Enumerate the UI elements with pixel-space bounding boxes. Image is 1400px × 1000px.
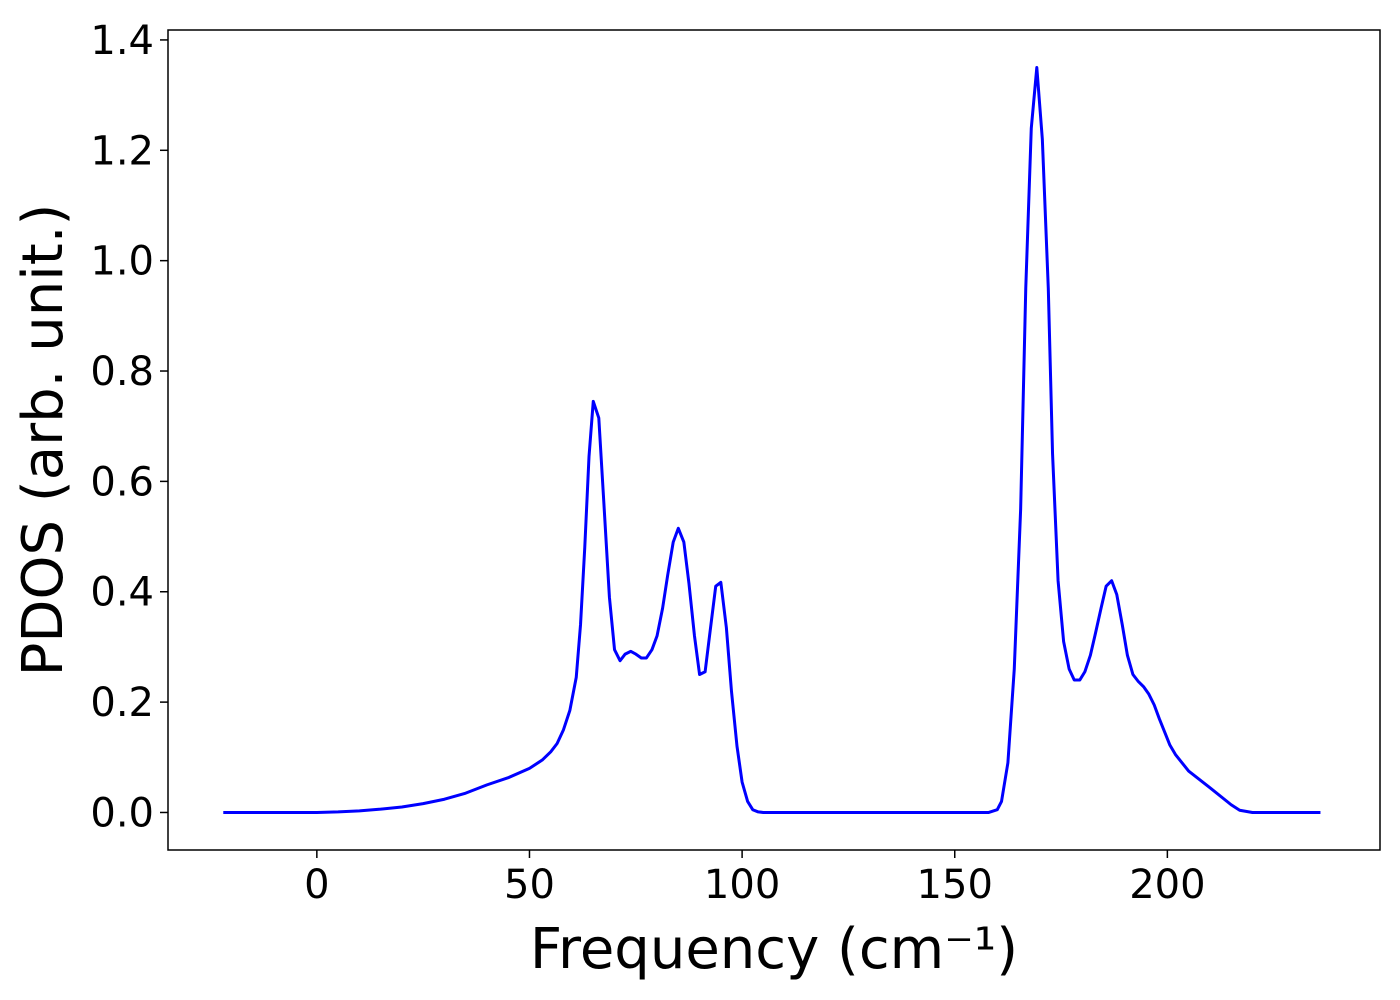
x-tick-label: 150 [917,862,993,908]
y-tick-label: 1.4 [90,18,154,64]
data-line [223,66,1321,814]
x-tick-label: 200 [1129,862,1205,908]
y-tick-label: 1.0 [90,239,154,285]
x-tick-label: 0 [304,862,329,908]
y-tick-label: 1.2 [90,128,154,174]
y-tick-label: 0.6 [90,459,154,505]
plot-frame [167,29,1381,851]
y-tick-label: 0.4 [90,570,154,616]
y-tick-label: 0.2 [90,680,154,726]
x-axis-label: Frequency (cm⁻¹) [530,917,1018,982]
y-tick-label: 0.0 [90,790,154,836]
y-axis-label: PDOS (arb. unit.) [11,204,76,677]
y-tick-label: 0.8 [90,349,154,395]
x-tick-label: 50 [504,862,555,908]
x-tick-label: 100 [704,862,780,908]
